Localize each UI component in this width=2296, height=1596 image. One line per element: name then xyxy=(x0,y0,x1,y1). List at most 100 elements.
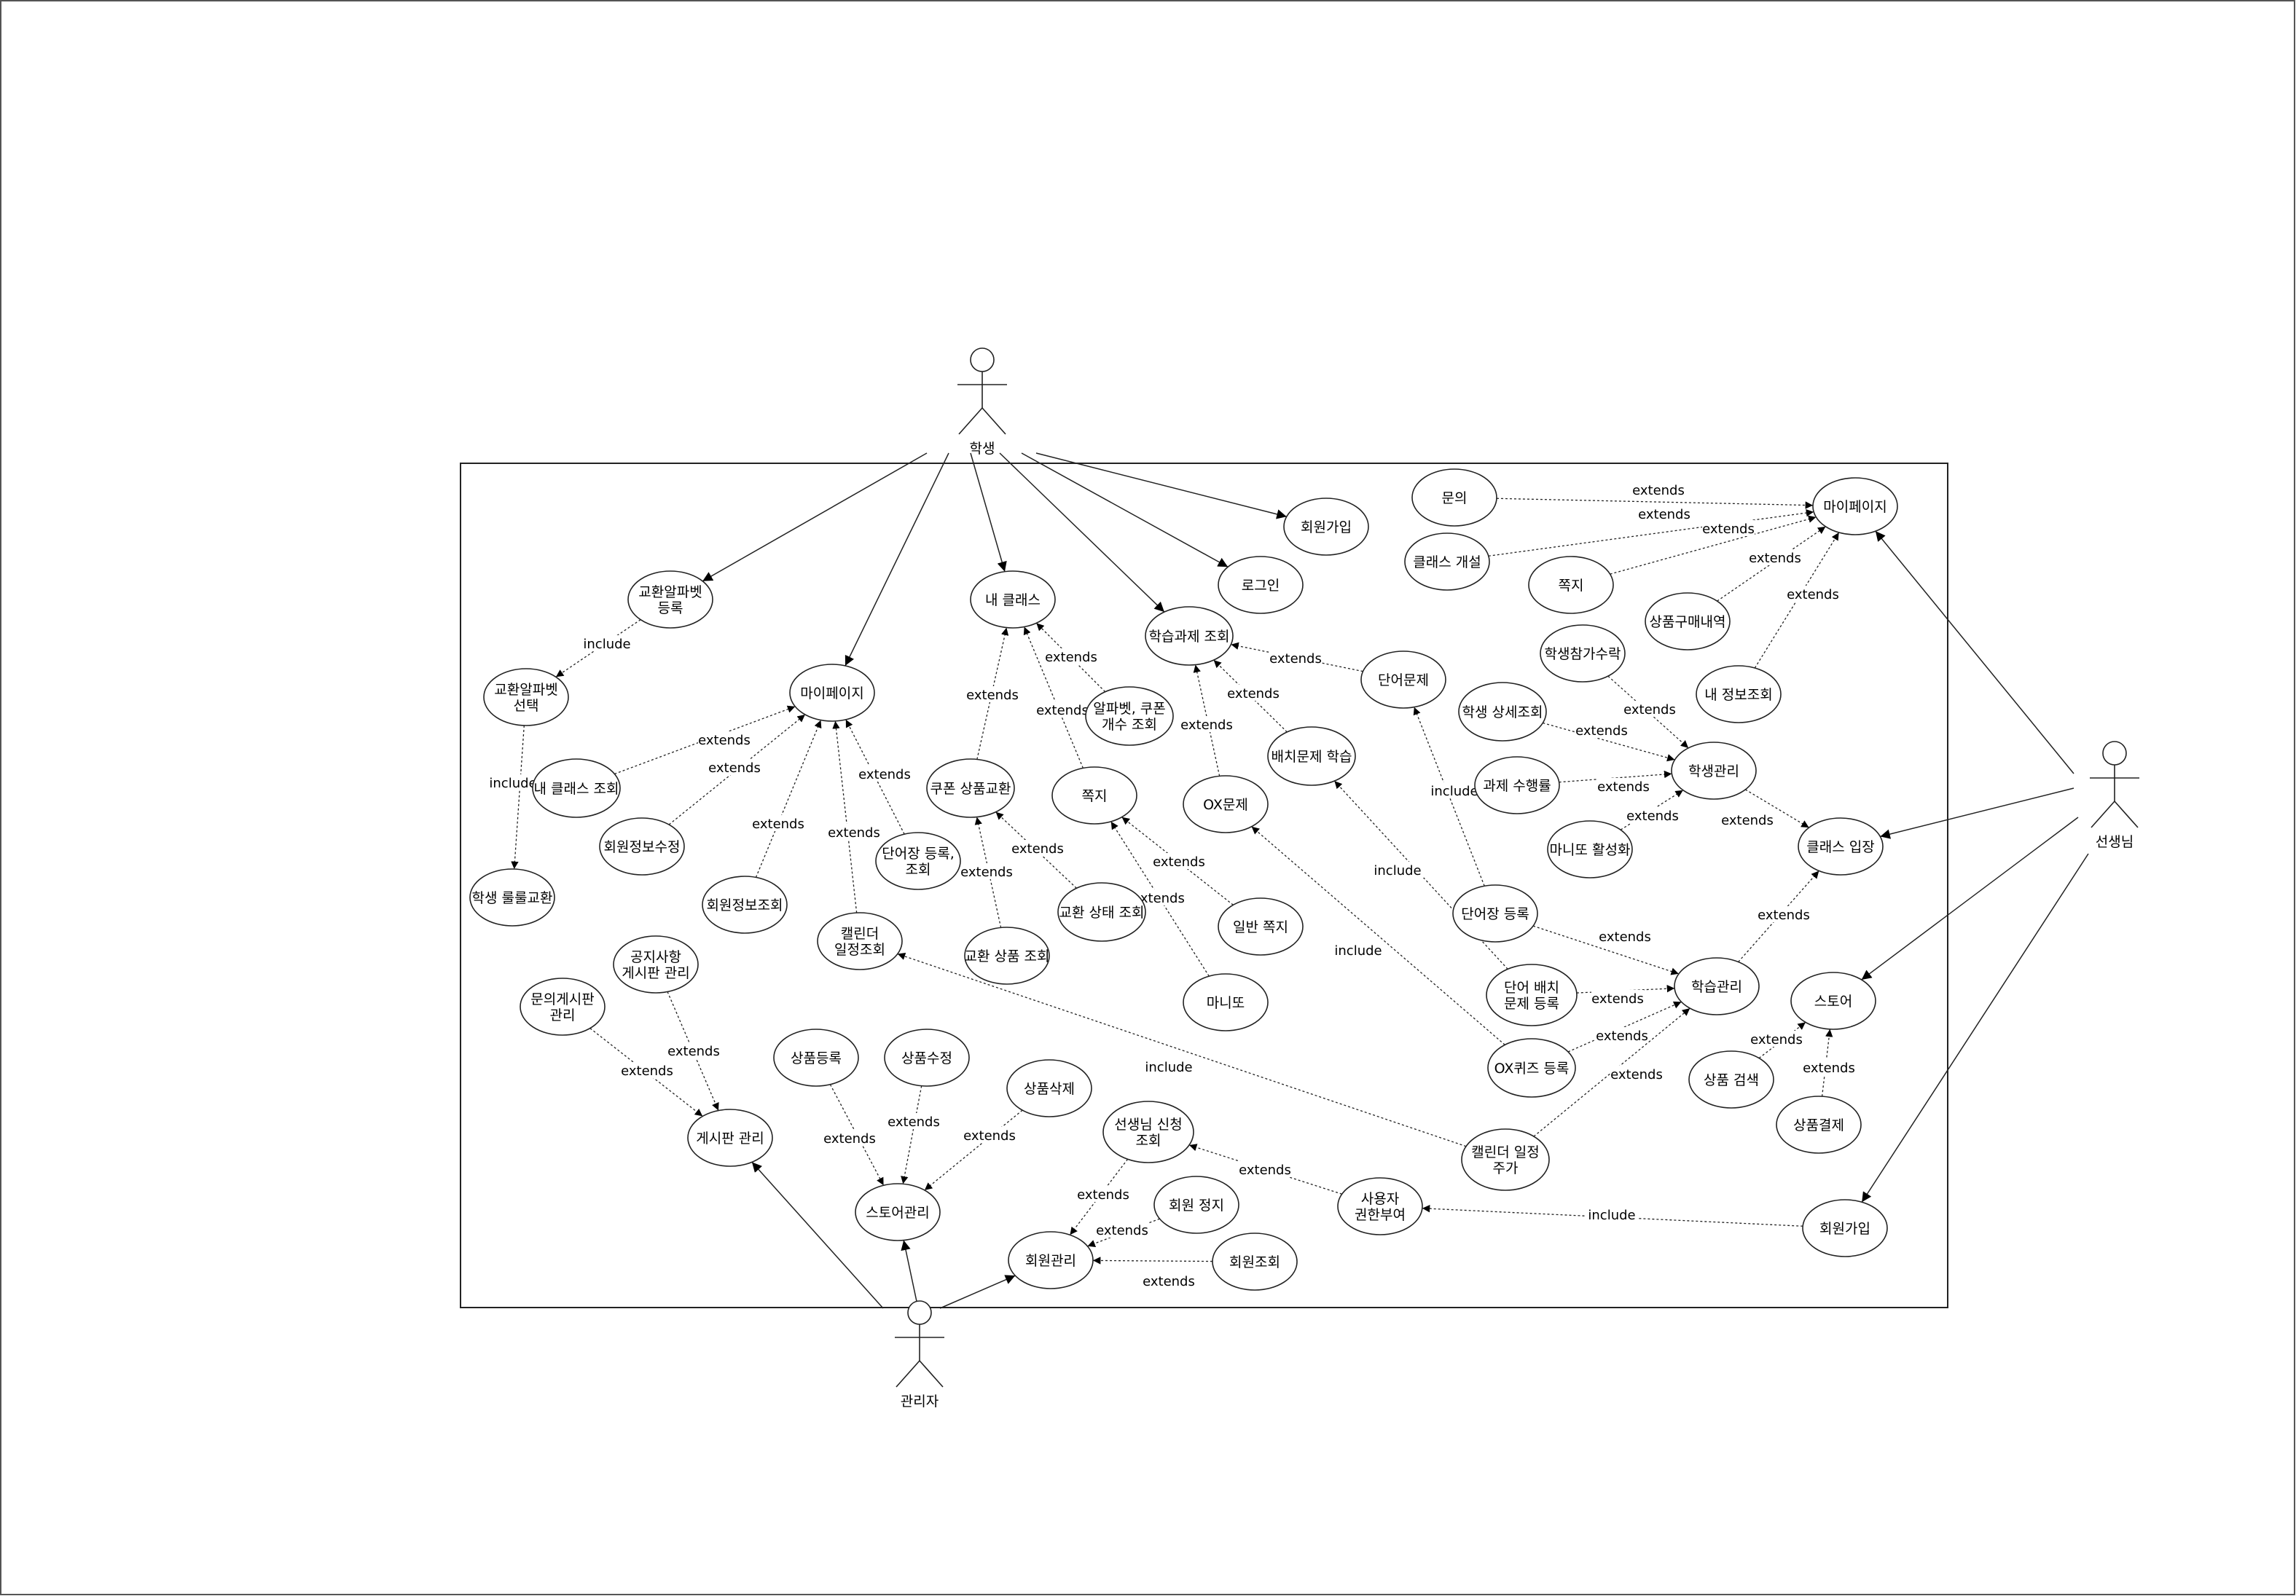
use-case-label: 교환 상태 조회 xyxy=(1059,905,1145,921)
use-case-t-learn-mgmt: 학습관리 xyxy=(1674,957,1760,1015)
extends-line xyxy=(924,1109,1023,1191)
relation-extends: extends xyxy=(1610,515,1817,575)
relation-label: extends xyxy=(1011,841,1064,857)
use-case-a-item-del: 상품삭제 xyxy=(1006,1059,1092,1117)
relation-extends: extends xyxy=(924,1109,1023,1191)
use-case-label: OX문제 xyxy=(1203,797,1248,813)
relation-association xyxy=(901,1240,919,1309)
relation-extends: extends xyxy=(752,720,822,878)
relation-extends: extends xyxy=(1721,789,1809,828)
relation-extends: extends xyxy=(1213,659,1288,733)
use-case-label: 문제 등록 xyxy=(1504,996,1559,1012)
use-case-s-normal-note: 일반 쪽지 xyxy=(1218,897,1304,956)
use-case-ellipse xyxy=(1218,556,1304,614)
relation-extends: extends xyxy=(1121,817,1234,905)
relation-label-bg xyxy=(1036,701,1089,718)
use-case-t-accept: 학생참가수락 xyxy=(1540,624,1626,683)
relation-extends: extends xyxy=(1069,1158,1129,1235)
use-case-label: 상품수정 xyxy=(901,1050,952,1066)
use-case-ellipse xyxy=(1283,498,1369,556)
extends-line xyxy=(1745,789,1809,828)
use-case-ellipse xyxy=(1486,964,1578,1026)
relation-extends: extends xyxy=(1750,1021,1806,1059)
relation-extends: extends xyxy=(1496,481,1814,509)
use-case-label: 학생참가수락 xyxy=(1545,646,1621,662)
include-line xyxy=(555,619,641,677)
relation-label: extends xyxy=(1597,779,1650,795)
use-case-ellipse xyxy=(884,1029,970,1087)
relation-label: extends xyxy=(1045,650,1097,665)
use-case-label: 상품구매내역 xyxy=(1650,614,1726,630)
association-line xyxy=(1035,452,1287,519)
relation-label-bg xyxy=(1586,1206,1638,1222)
relation-label-bg xyxy=(1632,481,1685,498)
use-case-ellipse xyxy=(964,927,1050,985)
relation-association xyxy=(1861,853,2089,1203)
relation-label-bg xyxy=(966,686,1019,702)
use-case-ellipse xyxy=(1696,665,1782,723)
actor-head xyxy=(2102,741,2127,766)
use-case-label: 선생님 신청 xyxy=(1114,1117,1182,1133)
use-case-ellipse xyxy=(1337,1177,1423,1235)
use-case-t-inquiry: 문의 xyxy=(1411,468,1497,527)
use-case-label: 마이페이지 xyxy=(1823,499,1886,515)
use-case-label: 학생관리 xyxy=(1688,763,1739,779)
association-line xyxy=(901,1240,919,1309)
relation-label-bg xyxy=(698,731,751,747)
use-case-label: 학생 룰룰교환 xyxy=(472,890,553,906)
use-case-label: 스토어 xyxy=(1814,994,1852,1010)
relation-label-bg xyxy=(1610,1066,1663,1082)
relation-label: extends xyxy=(1575,723,1628,739)
relation-label: include xyxy=(1145,1060,1192,1075)
use-case-label: 개수 조회 xyxy=(1102,717,1157,733)
relation-label-bg xyxy=(858,766,911,782)
relation-label: extends xyxy=(1153,854,1205,870)
include-line xyxy=(1413,707,1485,887)
use-case-label: 내 정보조회 xyxy=(1704,687,1772,703)
relation-label-bg xyxy=(1371,862,1424,878)
use-case-ellipse xyxy=(1212,1233,1298,1291)
use-case-ellipse xyxy=(1218,897,1304,956)
use-case-a-member-q: 회원조회 xyxy=(1212,1233,1298,1291)
relation-label: extends xyxy=(1750,1032,1803,1047)
relation-label-bg xyxy=(1596,1027,1648,1043)
use-case-s-hw: 학습과제 조회 xyxy=(1145,606,1234,666)
relation-label-bg xyxy=(888,1113,940,1129)
relation-label: extends xyxy=(823,1131,876,1147)
relation-label-bg xyxy=(963,1127,1016,1143)
use-case-label: 배치문제 학습 xyxy=(1272,749,1352,765)
relation-label: extends xyxy=(1143,1274,1195,1289)
relation-extends: extends xyxy=(589,1028,703,1117)
relation-label: extends xyxy=(1077,1187,1129,1203)
relation-association xyxy=(1021,452,1229,567)
extends-line xyxy=(1496,498,1814,509)
association-line xyxy=(1861,817,2079,980)
use-case-ellipse xyxy=(1145,606,1234,666)
use-case-t-manitto: 마니또 활성화 xyxy=(1547,820,1633,878)
actor-admin: 관리자 xyxy=(895,1300,944,1410)
relation-label-bg xyxy=(1750,1031,1803,1047)
relation-label-bg xyxy=(1702,520,1755,536)
use-case-s-login: 로그인 xyxy=(1218,556,1304,614)
relation-extends: extends xyxy=(1607,675,1689,749)
relation-label: extends xyxy=(828,825,880,841)
use-case-s-place: 배치문제 학습 xyxy=(1267,726,1356,786)
relation-label-bg xyxy=(1096,1222,1148,1238)
use-case-label: 조회 xyxy=(1136,1133,1161,1149)
relation-label: extends xyxy=(963,1128,1016,1144)
use-case-ellipse xyxy=(1085,686,1174,746)
relation-label: extends xyxy=(1132,891,1185,906)
relation-label: extends xyxy=(1227,686,1280,701)
use-case-label: 단어문제 xyxy=(1378,672,1429,688)
extends-line xyxy=(1610,515,1817,575)
use-case-ellipse xyxy=(1671,742,1757,800)
actor-head xyxy=(907,1300,932,1325)
relation-label: include xyxy=(1374,863,1421,878)
relation-extends: extends xyxy=(1110,821,1210,977)
